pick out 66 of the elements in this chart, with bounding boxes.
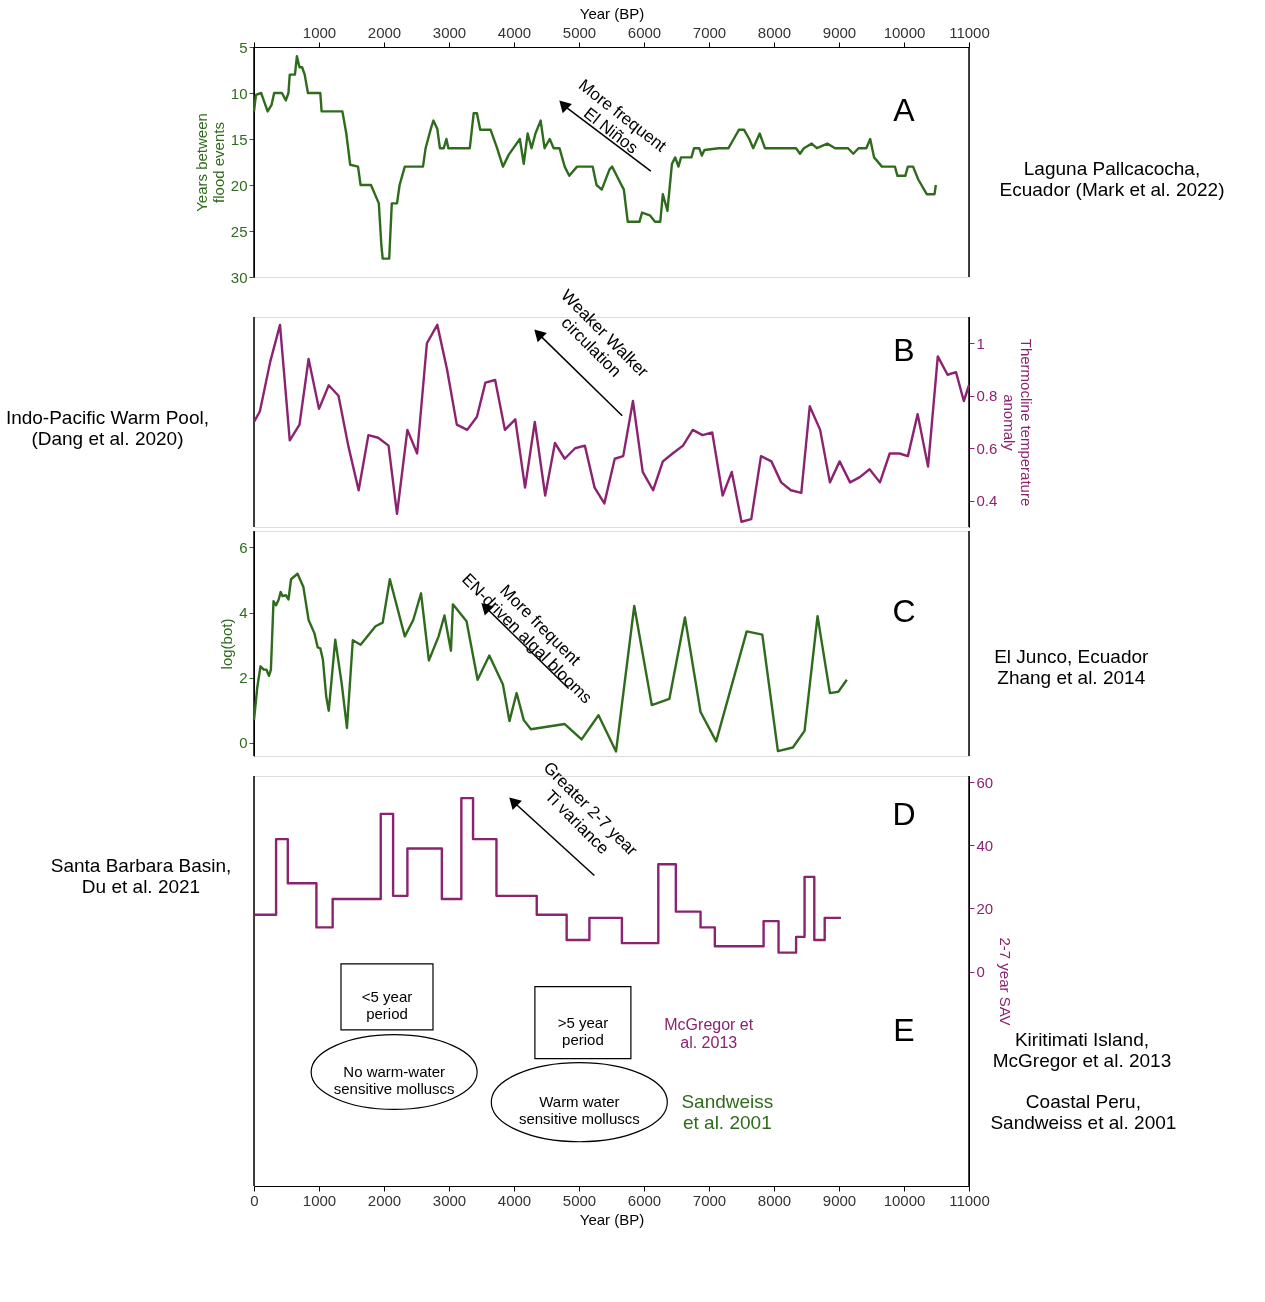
- text: Santa Barbara Basin, Du et al. 2021: [50, 854, 232, 897]
- x-tick-label: 11000: [949, 1191, 990, 1209]
- y-tick-label: 60: [976, 773, 994, 791]
- x-tick-label: 10000: [883, 1191, 926, 1209]
- y-tick-label: 10: [230, 84, 248, 102]
- x-tick-label: 6000: [627, 1191, 662, 1209]
- x-axis-title: Year (BP): [579, 1210, 645, 1228]
- x-tick-label: 5000: [562, 23, 597, 41]
- y-tick-label: 30: [230, 268, 248, 286]
- x-tick-label: 1000: [302, 1191, 337, 1209]
- x-tick-label: 8000: [757, 1191, 792, 1209]
- annotation: Warm water sensitive molluscs: [518, 1093, 640, 1128]
- y-tick-label: 0.6: [976, 439, 998, 457]
- x-tick-label: 4000: [497, 23, 532, 41]
- x-tick-label: 3000: [432, 23, 467, 41]
- text: Coastal Peru, Sandweiss et al. 2001: [990, 1091, 1177, 1134]
- annotation: McGregor et al. 2013: [664, 1015, 754, 1051]
- y-tick-label: 6: [239, 538, 248, 556]
- y-tick-label: 0.4: [976, 492, 998, 510]
- y-tick-label: 20: [976, 899, 994, 917]
- x-tick-label: 10000: [883, 23, 926, 41]
- line-series: [252, 572, 848, 753]
- x-tick-label: 2000: [367, 23, 402, 41]
- annotation: >5 year period: [557, 1013, 609, 1048]
- y-tick-label: 20: [230, 176, 248, 194]
- text: Indo-Pacific Warm Pool, (Dang et al. 2020): [5, 406, 209, 449]
- x-tick-label: 9000: [822, 23, 857, 41]
- x-tick-label: 9000: [822, 1191, 857, 1209]
- y-tick-label: 0: [239, 734, 248, 752]
- annotation: Sandweiss et al. 2001: [681, 1091, 774, 1134]
- y-tick-label: 0: [976, 963, 985, 981]
- text: C: [892, 593, 916, 629]
- text: Laguna Pallcacocha, Ecuador (Mark et al. 2022): [999, 157, 1225, 200]
- y-tick-label: 25: [230, 222, 248, 240]
- x-tick-label: 3000: [432, 1191, 467, 1209]
- annotation: <5 year period: [361, 987, 413, 1022]
- annotation: E: [893, 1012, 915, 1049]
- y-axis-title: log(bot): [218, 618, 236, 670]
- text: B: [893, 331, 915, 368]
- x-tick-label: 11000: [949, 23, 990, 41]
- text: D: [892, 796, 916, 832]
- y-tick-label: 1: [976, 334, 985, 352]
- x-tick-label: 2000: [367, 1191, 402, 1209]
- x-tick-label: 7000: [692, 23, 727, 41]
- text: Kiritimati Island, McGregor et al. 2013: [992, 1028, 1172, 1071]
- text: El Junco, Ecuador Zhang et al. 2014: [994, 646, 1150, 688]
- y-tick-label: 0.8: [976, 387, 998, 405]
- x-tick-label: 1000: [302, 23, 337, 41]
- line-series: [252, 55, 938, 260]
- y-axis-title: Thermocline temperature anomaly: [1001, 338, 1036, 507]
- y-tick-label: 5: [239, 38, 248, 56]
- y-tick-label: 15: [230, 130, 248, 148]
- x-axis-title: Year (BP): [579, 4, 645, 22]
- x-tick-label: 0: [250, 1191, 259, 1209]
- x-tick-label: 7000: [692, 1191, 727, 1209]
- y-tick-label: 2: [239, 669, 248, 687]
- y-tick-label: 40: [976, 836, 994, 854]
- x-tick-label: 5000: [562, 1191, 597, 1209]
- y-tick-label: 4: [239, 604, 248, 622]
- x-tick-label: 8000: [757, 23, 792, 41]
- y-axis-title: Years between flood events: [192, 113, 227, 212]
- text: A: [893, 92, 916, 129]
- y-axis-title: 2-7 year SAV: [997, 937, 1015, 1026]
- x-tick-label: 6000: [627, 23, 662, 41]
- x-tick-label: 4000: [497, 1191, 532, 1209]
- annotation: No warm-water sensitive molluscs: [333, 1063, 455, 1098]
